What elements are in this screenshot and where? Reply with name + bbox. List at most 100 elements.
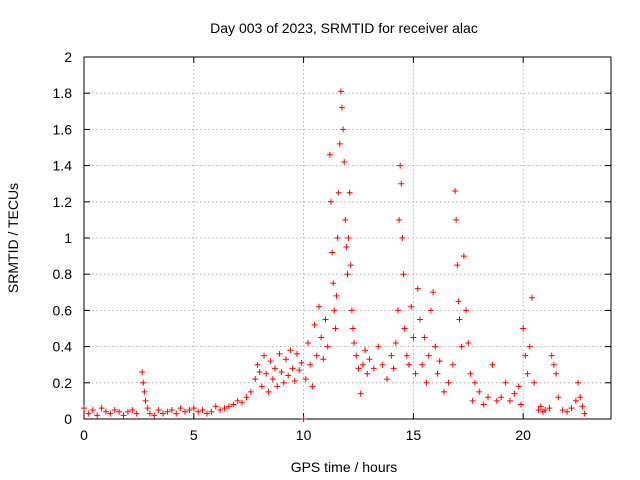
- data-point: [239, 399, 246, 406]
- data-point: [460, 253, 467, 260]
- data-point: [139, 368, 146, 375]
- data-point: [341, 158, 348, 165]
- data-point: [111, 406, 118, 413]
- data-point: [379, 361, 386, 368]
- chart-title: Day 003 of 2023, SRMTID for receiver ala…: [210, 20, 478, 36]
- data-point: [349, 325, 356, 332]
- data-point: [351, 339, 358, 346]
- data-point: [342, 216, 349, 223]
- data-point: [575, 379, 582, 386]
- data-point: [289, 365, 296, 372]
- data-point: [280, 379, 287, 386]
- data-point: [345, 235, 352, 241]
- data-point: [177, 405, 184, 412]
- data-point: [396, 216, 403, 223]
- data-point: [471, 379, 478, 386]
- data-point: [449, 361, 456, 368]
- data-point: [186, 406, 193, 413]
- data-point: [336, 140, 343, 147]
- data-point: [398, 180, 405, 187]
- y-tick-label: 0.2: [53, 375, 73, 391]
- data-point: [334, 235, 341, 241]
- data-point: [546, 405, 553, 412]
- data-point: [318, 334, 325, 341]
- data-point: [326, 151, 333, 158]
- data-point: [168, 406, 175, 413]
- data-point: [390, 365, 397, 372]
- data-points: [81, 88, 588, 422]
- data-point: [116, 408, 123, 415]
- data-point: [313, 352, 320, 359]
- data-point: [258, 383, 265, 390]
- data-point: [423, 379, 430, 386]
- x-axis-label: GPS time / hours: [291, 459, 398, 475]
- data-point: [254, 361, 261, 368]
- data-point: [455, 298, 462, 305]
- data-point: [392, 339, 399, 346]
- data-point: [453, 216, 460, 223]
- data-point: [208, 408, 215, 415]
- data-point: [333, 292, 340, 299]
- data-point: [328, 198, 335, 205]
- data-point: [559, 406, 566, 413]
- data-point: [476, 388, 483, 395]
- data-point: [221, 405, 228, 412]
- data-point: [293, 350, 300, 357]
- data-point: [133, 410, 140, 417]
- data-point: [568, 405, 575, 412]
- data-point: [572, 397, 579, 404]
- data-point: [304, 339, 311, 346]
- x-tick-label: 15: [406, 427, 422, 443]
- data-point: [315, 303, 322, 310]
- y-tick-label: 1: [64, 230, 72, 246]
- data-point: [267, 358, 274, 365]
- data-point: [274, 383, 281, 390]
- data-point: [291, 377, 298, 384]
- data-point: [81, 405, 87, 412]
- data-point: [364, 370, 371, 377]
- data-point: [542, 406, 549, 413]
- data-point: [366, 356, 373, 363]
- data-point: [155, 406, 162, 413]
- data-point: [322, 316, 329, 323]
- data-point: [577, 394, 584, 401]
- data-point: [522, 352, 529, 359]
- data-point: [265, 388, 272, 395]
- data-point: [272, 365, 279, 372]
- data-point: [357, 390, 364, 397]
- data-point: [535, 406, 542, 413]
- data-point: [400, 271, 407, 278]
- data-point: [225, 403, 232, 410]
- data-point: [414, 285, 421, 292]
- data-point: [434, 370, 441, 377]
- x-tick-label: 20: [515, 427, 531, 443]
- x-tick-label: 10: [296, 427, 312, 443]
- data-point: [311, 321, 318, 328]
- data-point: [330, 280, 337, 287]
- data-point: [199, 406, 206, 413]
- data-point: [343, 244, 350, 251]
- data-point: [359, 361, 366, 368]
- data-point: [332, 325, 339, 332]
- data-point: [182, 408, 189, 415]
- data-point: [252, 376, 259, 383]
- data-point: [506, 397, 513, 404]
- data-point: [331, 307, 338, 314]
- data-point: [337, 88, 344, 95]
- data-point: [140, 379, 147, 386]
- data-point: [102, 408, 109, 415]
- data-point: [247, 388, 254, 395]
- data-point: [346, 189, 353, 196]
- data-point: [502, 379, 509, 386]
- data-point: [579, 403, 586, 410]
- data-point: [339, 104, 346, 111]
- data-point: [98, 405, 105, 412]
- data-point: [405, 361, 412, 368]
- data-point: [456, 316, 463, 323]
- y-tick-label: 0.6: [53, 302, 73, 318]
- data-point: [276, 350, 283, 357]
- data-point: [395, 307, 402, 314]
- data-point: [129, 406, 136, 413]
- data-point: [243, 394, 250, 401]
- data-point: [564, 408, 571, 415]
